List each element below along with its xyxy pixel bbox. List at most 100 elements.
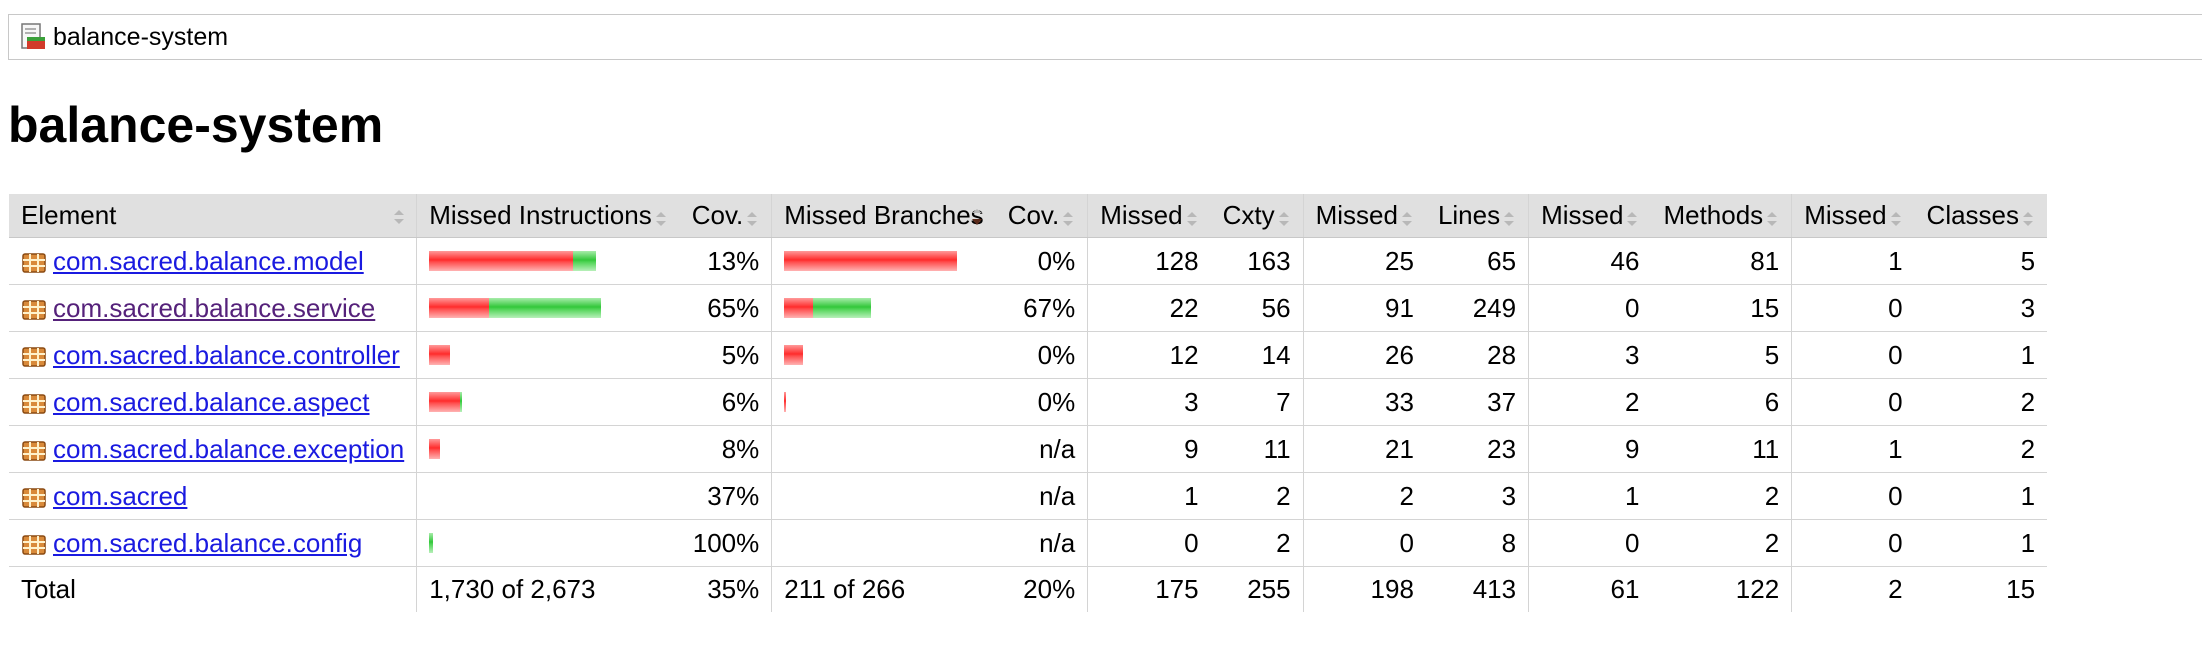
- element-cell: com.sacred.balance.config: [9, 519, 417, 567]
- package-icon: [21, 532, 47, 558]
- missed-complexity: 9: [1087, 425, 1211, 473]
- header-instructions-coverage[interactable]: Cov.: [679, 194, 772, 238]
- table-row: com.sacred 37% n/a 1 2 2 3 1 2 0 1: [9, 472, 2048, 520]
- branches-coverage: n/a: [995, 519, 1088, 567]
- missed-branches-bar-cell: [771, 237, 996, 285]
- classes: 1: [1914, 519, 2048, 567]
- header-missed-methods[interactable]: Missed: [1528, 194, 1652, 238]
- header-missed-complexity[interactable]: Missed: [1087, 194, 1211, 238]
- missed-classes: 0: [1791, 519, 1915, 567]
- header-missed-instructions[interactable]: Missed Instructions: [416, 194, 680, 238]
- total-missed-lines: 198: [1302, 566, 1426, 612]
- missed-branches-bar-cell: [771, 425, 996, 473]
- header-lines[interactable]: Lines: [1425, 194, 1529, 238]
- total-lines: 413: [1472, 574, 1517, 604]
- table-total-row: Total 1,730 of 2,673 35% 211 of 266 20% …: [9, 566, 2047, 612]
- header-complexity[interactable]: Cxty: [1210, 194, 1304, 238]
- package-link[interactable]: com.sacred.balance.exception: [53, 433, 405, 464]
- sort-icon: [1502, 206, 1516, 228]
- missed-complexity: 1: [1087, 472, 1211, 520]
- package-link[interactable]: com.sacred.balance.config: [53, 527, 363, 558]
- breadcrumb: balance-system: [8, 14, 2202, 60]
- table-row: com.sacred.balance.exception 8% n/a 9 11 21 23…: [9, 425, 2048, 473]
- branches-coverage: 0%: [995, 378, 1088, 426]
- missed-branches-bar-cell: [771, 331, 996, 379]
- missed-lines: 2: [1302, 472, 1426, 520]
- missed-instructions-bar-cell: [416, 237, 680, 285]
- methods: 15: [1651, 284, 1792, 332]
- table-row: com.sacred.balance.controller 5% 0% 12 14 26 2…: [9, 331, 2048, 379]
- sort-icon: [1277, 206, 1291, 228]
- element-cell: com.sacred.balance.exception: [9, 425, 417, 473]
- instructions-coverage-bar: [429, 439, 668, 459]
- instructions-coverage-bar: [429, 251, 668, 271]
- missed-instructions-bar-cell: [416, 284, 680, 332]
- instructions-coverage: 37%: [679, 472, 772, 520]
- branches-coverage-bar: [784, 533, 983, 553]
- header-missed-lines[interactable]: Missed: [1302, 194, 1426, 238]
- branches-coverage: n/a: [995, 472, 1088, 520]
- element-cell: com.sacred.balance.aspect: [9, 378, 417, 426]
- total-instructions: 1,730 of 2,673: [416, 566, 680, 612]
- table-row: com.sacred.balance.service 65% 67% 22 56 91 24…: [9, 284, 2048, 332]
- classes: 1: [1914, 331, 2048, 379]
- header-branches-coverage[interactable]: Cov.: [995, 194, 1088, 238]
- missed-lines: 0: [1302, 519, 1426, 567]
- methods: 5: [1651, 331, 1792, 379]
- sort-icon: [1889, 206, 1903, 228]
- branches-coverage: 0%: [995, 237, 1088, 285]
- missed-classes: 0: [1791, 331, 1915, 379]
- instructions-covered-segment: [429, 533, 433, 553]
- sort-icon: [1185, 206, 1199, 228]
- complexity: 11: [1210, 425, 1304, 473]
- methods: 2: [1651, 519, 1792, 567]
- missed-lines: 33: [1302, 378, 1426, 426]
- missed-instructions-bar-cell: [416, 519, 680, 567]
- package-link[interactable]: com.sacred.balance.model: [53, 245, 364, 276]
- header-element[interactable]: Element: [9, 194, 417, 238]
- missed-complexity: 128: [1087, 237, 1211, 285]
- instructions-missed-segment: [429, 392, 461, 412]
- breadcrumb-label: balance-system: [53, 22, 229, 51]
- header-missed-classes[interactable]: Missed: [1791, 194, 1915, 238]
- missed-lines: 25: [1302, 237, 1426, 285]
- total-methods: 122: [1735, 574, 1780, 604]
- missed-lines: 21: [1302, 425, 1426, 473]
- missed-branches-bar-cell: [771, 378, 996, 426]
- missed-classes: 0: [1791, 284, 1915, 332]
- package-link[interactable]: com.sacred: [53, 480, 188, 511]
- missed-complexity: 22: [1087, 284, 1211, 332]
- coverage-table: Element Missed Instructions Cov. Missed …: [9, 194, 2048, 612]
- sort-icon: [2021, 206, 2035, 228]
- report-icon: [21, 23, 47, 51]
- element-cell: com.sacred.balance.model: [9, 237, 417, 285]
- header-missed-branches[interactable]: Missed Branches: [771, 194, 996, 238]
- branches-coverage-bar: [784, 486, 983, 506]
- package-link[interactable]: com.sacred.balance.service: [53, 292, 376, 323]
- missed-complexity: 0: [1087, 519, 1211, 567]
- missed-methods: 1: [1528, 472, 1652, 520]
- instructions-coverage-bar: [429, 533, 668, 553]
- branches-coverage-bar: [784, 298, 983, 318]
- complexity: 7: [1210, 378, 1304, 426]
- missed-instructions-bar-cell: [416, 331, 680, 379]
- complexity: 56: [1210, 284, 1304, 332]
- missed-instructions-bar-cell: [416, 472, 680, 520]
- sort-icon: [392, 204, 406, 226]
- header-methods[interactable]: Methods: [1651, 194, 1792, 238]
- instructions-coverage: 13%: [679, 237, 772, 285]
- package-link[interactable]: com.sacred.balance.aspect: [53, 386, 370, 417]
- header-classes[interactable]: Classes: [1914, 194, 2048, 238]
- total-label: Total: [21, 574, 76, 604]
- branches-missed-segment: [784, 392, 787, 412]
- branches-missed-segment: [784, 345, 804, 365]
- package-link[interactable]: com.sacred.balance.controller: [53, 339, 400, 370]
- element-cell: com.sacred: [9, 472, 417, 520]
- package-icon: [21, 438, 47, 464]
- branches-coverage-bar: [784, 345, 983, 365]
- classes: 3: [1914, 284, 2048, 332]
- instructions-coverage: 65%: [679, 284, 772, 332]
- lines: 3: [1425, 472, 1529, 520]
- instructions-coverage: 6%: [679, 378, 772, 426]
- package-icon: [21, 485, 47, 511]
